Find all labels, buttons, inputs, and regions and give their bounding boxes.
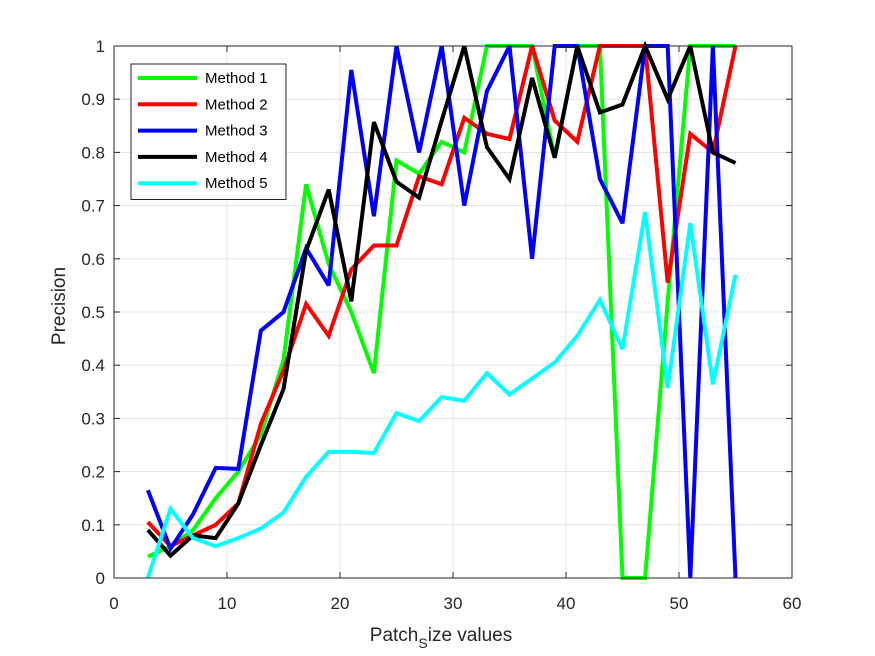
y-tick-label: 0.9 bbox=[81, 90, 105, 109]
legend: Method 1 Method 2 Method 3 Method 4 Method 5 bbox=[130, 63, 287, 200]
y-tick-label: 0.8 bbox=[81, 143, 105, 162]
x-tick-label: 60 bbox=[783, 594, 802, 613]
y-tick-label: 1 bbox=[96, 37, 105, 56]
y-tick-label: 0.6 bbox=[81, 250, 105, 269]
series-line-method-4 bbox=[146, 40, 737, 559]
y-tick-label: 0.2 bbox=[81, 463, 105, 482]
x-axis-label-subscript: S bbox=[418, 635, 427, 651]
y-tick-label: 0.5 bbox=[81, 303, 105, 322]
x-tick-label: 30 bbox=[444, 594, 463, 613]
legend-label-method-3: Method 3 bbox=[205, 123, 268, 140]
y-tick-label: 0.4 bbox=[81, 356, 105, 375]
series-line-method-5 bbox=[145, 211, 738, 579]
legend-label-method-5: Method 5 bbox=[205, 175, 268, 192]
x-axis-label: PatchSize values bbox=[370, 625, 512, 651]
x-tick-label: 40 bbox=[557, 594, 576, 613]
legend-label-method-4: Method 4 bbox=[205, 149, 268, 166]
y-axis-label: Precision bbox=[49, 267, 70, 345]
y-tick-label: 0.7 bbox=[81, 197, 105, 216]
x-axis-label-main: Patch bbox=[370, 625, 419, 646]
y-tick-label: 0.1 bbox=[81, 516, 105, 535]
x-tick-label: 0 bbox=[109, 594, 118, 613]
x-axis-label-rest: ize values bbox=[428, 625, 513, 646]
y-tick-label: 0.3 bbox=[81, 409, 105, 428]
legend-label-method-2: Method 2 bbox=[205, 96, 268, 113]
x-tick-label: 50 bbox=[670, 594, 689, 613]
legend-label-method-1: Method 1 bbox=[205, 70, 268, 87]
x-tick-label: 10 bbox=[218, 594, 237, 613]
x-tick-label: 20 bbox=[331, 594, 350, 613]
y-tick-label: 0 bbox=[96, 569, 105, 588]
axes bbox=[113, 45, 793, 579]
tick-labels: 0 10 20 30 40 50 60 0 0.1 0.2 0.3 0.4 0.5 0.6 0.7 0.8 0.… bbox=[81, 37, 801, 613]
